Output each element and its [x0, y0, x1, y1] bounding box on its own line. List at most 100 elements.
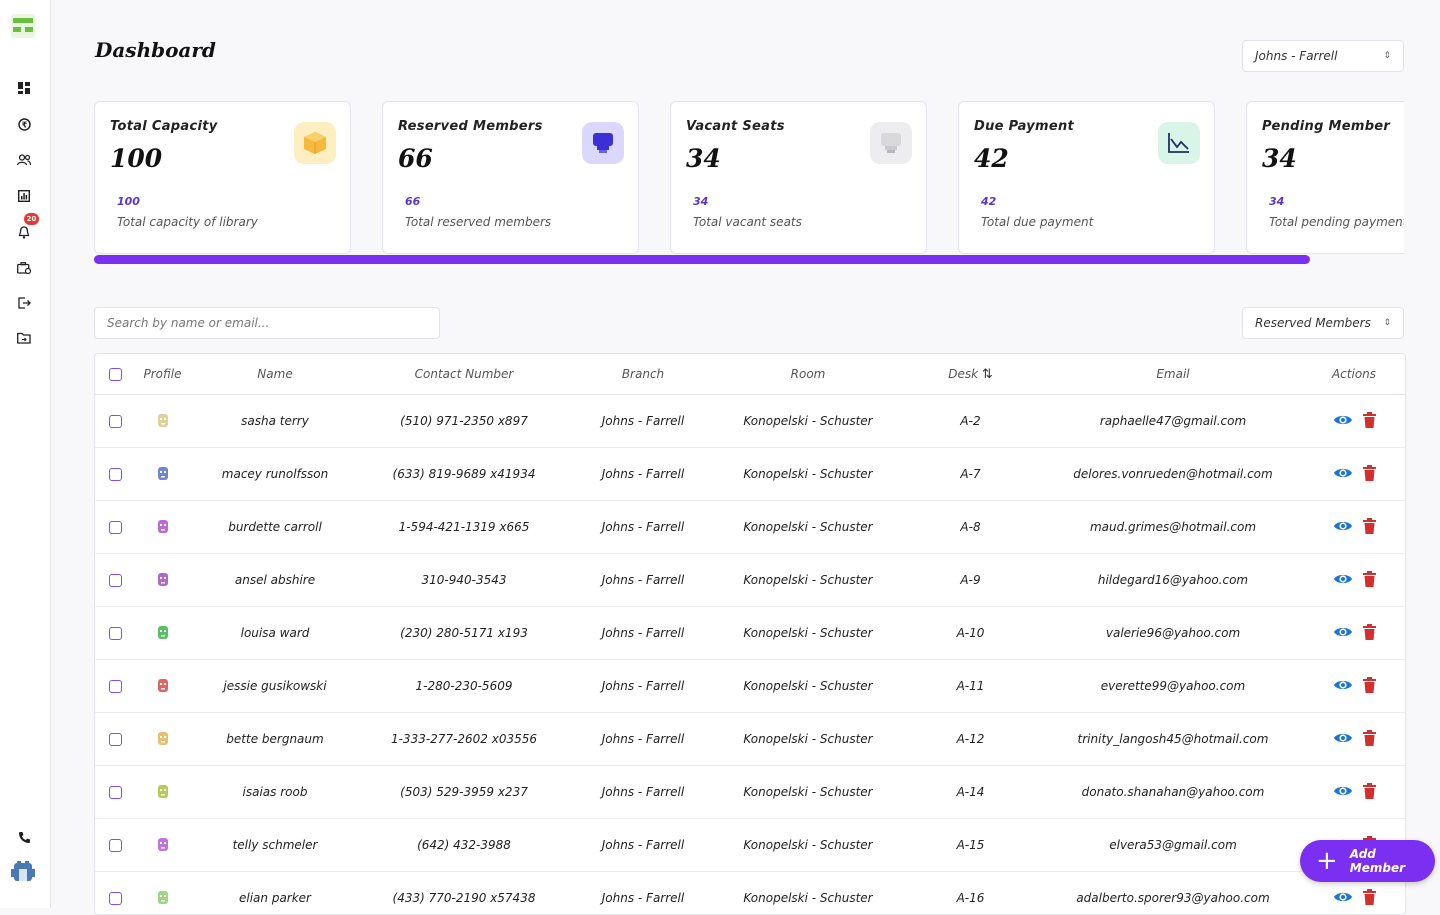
- phone-icon[interactable]: [16, 829, 32, 845]
- logo-icon[interactable]: [11, 14, 35, 38]
- members-icon[interactable]: [16, 152, 32, 168]
- member-filter-select[interactable]: Reserved Members ⇕: [1242, 307, 1404, 339]
- row-email: maud.grimes@hotmail.com: [1043, 501, 1303, 554]
- row-checkbox[interactable]: [109, 521, 122, 534]
- row-branch: Johns - Farrell: [568, 607, 718, 660]
- row-checkbox[interactable]: [109, 415, 122, 428]
- dashboard-icon[interactable]: [16, 80, 32, 96]
- row-branch: Johns - Farrell: [568, 872, 718, 915]
- payment-icon[interactable]: ₹: [16, 116, 32, 132]
- delete-icon[interactable]: [1363, 412, 1376, 428]
- delete-icon[interactable]: [1363, 465, 1376, 481]
- avatar: [155, 572, 171, 588]
- card-value: 42: [974, 144, 1009, 173]
- table-row: telly schmeler (642) 432-3988 Johns - Fa…: [95, 819, 1405, 872]
- view-icon[interactable]: [1333, 784, 1353, 798]
- row-branch: Johns - Farrell: [568, 713, 718, 766]
- row-desk: A-8: [898, 501, 1043, 554]
- row-profile-cell: [135, 819, 190, 872]
- add-member-button[interactable]: + Add Member: [1300, 840, 1435, 882]
- folder-icon[interactable]: [16, 330, 32, 346]
- row-name: macey runolfsson: [190, 448, 360, 501]
- card-small-value: 66: [405, 195, 420, 208]
- avatar: [155, 625, 171, 641]
- user-avatar-icon[interactable]: [11, 861, 35, 883]
- row-branch: Johns - Farrell: [568, 766, 718, 819]
- branch-select[interactable]: Johns - Farrell ⇕: [1242, 40, 1404, 72]
- row-profile-cell: [135, 448, 190, 501]
- avatar: [155, 784, 171, 800]
- col-room: Room: [718, 354, 898, 395]
- table-row: sasha terry (510) 971-2350 x897 Johns - …: [95, 395, 1405, 448]
- delete-icon[interactable]: [1363, 624, 1376, 640]
- row-name: burdette carroll: [190, 501, 360, 554]
- row-profile-cell: [135, 501, 190, 554]
- view-icon[interactable]: [1333, 466, 1353, 480]
- card-value: 34: [1262, 144, 1297, 173]
- delete-icon[interactable]: [1363, 571, 1376, 587]
- search-input[interactable]: [94, 307, 440, 339]
- delete-icon[interactable]: [1363, 889, 1376, 905]
- row-room: Konopelski - Schuster: [718, 501, 898, 554]
- row-select-cell: [95, 660, 135, 713]
- view-icon[interactable]: [1333, 572, 1353, 586]
- col-name: Name: [190, 354, 360, 395]
- row-checkbox[interactable]: [109, 733, 122, 746]
- branches-icon[interactable]: [16, 260, 32, 276]
- view-icon[interactable]: [1333, 519, 1353, 533]
- row-room: Konopelski - Schuster: [718, 766, 898, 819]
- row-desk: A-7: [898, 448, 1043, 501]
- row-email: donato.shanahan@yahoo.com: [1043, 766, 1303, 819]
- row-select-cell: [95, 713, 135, 766]
- row-checkbox[interactable]: [109, 892, 122, 905]
- row-room: Konopelski - Schuster: [718, 448, 898, 501]
- page-title: Dashboard: [95, 38, 216, 62]
- row-checkbox[interactable]: [109, 574, 122, 587]
- card-small-value: 34: [1269, 195, 1284, 208]
- row-checkbox[interactable]: [109, 786, 122, 799]
- row-actions: [1303, 766, 1405, 819]
- card-pending-member: Pending Member 34 34 Total pending payme…: [1246, 101, 1404, 254]
- col-email: Email: [1043, 354, 1303, 395]
- card-value: 100: [110, 144, 162, 173]
- row-checkbox[interactable]: [109, 627, 122, 640]
- row-checkbox[interactable]: [109, 839, 122, 852]
- view-icon[interactable]: [1333, 890, 1353, 904]
- delete-icon[interactable]: [1363, 518, 1376, 534]
- row-select-cell: [95, 766, 135, 819]
- cards-scrollbar[interactable]: [94, 255, 1310, 264]
- sort-icon[interactable]: ⇅: [982, 367, 993, 382]
- delete-icon[interactable]: [1363, 730, 1376, 746]
- table-row: louisa ward (230) 280-5171 x193 Johns - …: [95, 607, 1405, 660]
- row-select-cell: [95, 448, 135, 501]
- select-all-checkbox[interactable]: [109, 368, 122, 381]
- view-icon[interactable]: [1333, 413, 1353, 427]
- card-value: 66: [398, 144, 433, 173]
- delete-icon[interactable]: [1363, 677, 1376, 693]
- avatar: [155, 837, 171, 853]
- row-email: everette99@yahoo.com: [1043, 660, 1303, 713]
- row-room: Konopelski - Schuster: [718, 872, 898, 915]
- row-desk: A-12: [898, 713, 1043, 766]
- reports-icon[interactable]: [16, 188, 32, 204]
- row-name: jessie gusikowski: [190, 660, 360, 713]
- avatar-icon: [155, 837, 171, 853]
- avatar: [155, 413, 171, 429]
- card-title: Pending Member: [1262, 119, 1390, 134]
- col-desk-label: Desk: [948, 367, 978, 381]
- row-profile-cell: [135, 766, 190, 819]
- chevron-updown-icon: ⇕: [1383, 318, 1391, 328]
- row-checkbox[interactable]: [109, 468, 122, 481]
- view-icon[interactable]: [1333, 678, 1353, 692]
- logout-icon[interactable]: [16, 295, 32, 311]
- chevron-updown-icon: ⇕: [1383, 51, 1391, 61]
- row-contact: (433) 770-2190 x57438: [360, 872, 568, 915]
- row-room: Konopelski - Schuster: [718, 819, 898, 872]
- notifications-icon[interactable]: [16, 224, 32, 240]
- card-vacant-seats: Vacant Seats 34 34 Total vacant seats: [670, 101, 927, 254]
- col-desk[interactable]: Desk ⇅: [898, 354, 1043, 395]
- view-icon[interactable]: [1333, 625, 1353, 639]
- row-checkbox[interactable]: [109, 680, 122, 693]
- view-icon[interactable]: [1333, 731, 1353, 745]
- delete-icon[interactable]: [1363, 783, 1376, 799]
